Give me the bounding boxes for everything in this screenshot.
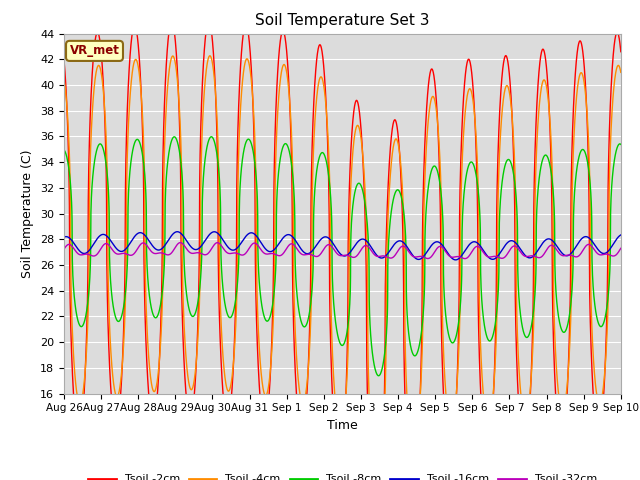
Tsoil -32cm xyxy=(406,251,414,257)
Tsoil -4cm xyxy=(617,70,625,75)
Tsoil -4cm xyxy=(206,53,214,59)
Tsoil -2cm xyxy=(617,47,625,53)
Tsoil -16cm xyxy=(617,232,625,238)
Line: Tsoil -8cm: Tsoil -8cm xyxy=(64,137,621,376)
Tsoil -2cm xyxy=(60,57,68,63)
Tsoil -8cm xyxy=(216,180,223,186)
Tsoil -2cm xyxy=(216,321,223,326)
Tsoil -16cm xyxy=(60,234,68,240)
Text: VR_met: VR_met xyxy=(70,44,120,58)
Tsoil -32cm xyxy=(617,246,625,252)
Tsoil -32cm xyxy=(461,256,468,262)
Tsoil -4cm xyxy=(407,438,415,444)
Tsoil -16cm xyxy=(406,249,414,255)
Legend: Tsoil -2cm, Tsoil -4cm, Tsoil -8cm, Tsoil -16cm, Tsoil -32cm: Tsoil -2cm, Tsoil -4cm, Tsoil -8cm, Tsoi… xyxy=(83,470,602,480)
Tsoil -4cm xyxy=(179,302,187,308)
Tsoil -8cm xyxy=(179,198,187,204)
Tsoil -32cm xyxy=(177,240,184,245)
Tsoil -8cm xyxy=(374,373,382,379)
Tsoil -2cm xyxy=(564,368,572,373)
Tsoil -8cm xyxy=(60,147,68,153)
Tsoil -16cm xyxy=(397,238,404,244)
Tsoil -8cm xyxy=(207,134,215,140)
Title: Soil Temperature Set 3: Soil Temperature Set 3 xyxy=(255,13,429,28)
Tsoil -2cm xyxy=(617,49,625,55)
Tsoil -4cm xyxy=(60,77,68,83)
Line: Tsoil -32cm: Tsoil -32cm xyxy=(64,242,621,259)
Tsoil -16cm xyxy=(564,252,572,258)
Line: Tsoil -2cm: Tsoil -2cm xyxy=(64,21,621,480)
Tsoil -4cm xyxy=(397,164,404,170)
Tsoil -8cm xyxy=(617,141,625,147)
Y-axis label: Soil Temperature (C): Soil Temperature (C) xyxy=(22,149,35,278)
Tsoil -2cm xyxy=(205,18,212,24)
Tsoil -32cm xyxy=(564,252,572,258)
Tsoil -16cm xyxy=(617,232,625,238)
Tsoil -2cm xyxy=(179,341,187,347)
Tsoil -16cm xyxy=(173,229,181,235)
Line: Tsoil -16cm: Tsoil -16cm xyxy=(64,232,621,260)
Tsoil -4cm xyxy=(617,69,625,74)
Tsoil -32cm xyxy=(216,241,223,247)
Tsoil -8cm xyxy=(397,192,404,198)
Tsoil -8cm xyxy=(564,319,572,325)
Tsoil -4cm xyxy=(216,274,223,279)
Tsoil -8cm xyxy=(407,344,415,349)
Tsoil -32cm xyxy=(60,246,68,252)
Tsoil -32cm xyxy=(180,241,188,247)
Tsoil -4cm xyxy=(373,479,381,480)
Tsoil -32cm xyxy=(617,245,625,251)
Tsoil -32cm xyxy=(397,244,404,250)
Tsoil -4cm xyxy=(564,369,572,375)
Tsoil -16cm xyxy=(452,257,460,263)
Line: Tsoil -4cm: Tsoil -4cm xyxy=(64,56,621,480)
Tsoil -8cm xyxy=(617,142,625,147)
Tsoil -16cm xyxy=(216,232,223,238)
Tsoil -2cm xyxy=(397,175,404,180)
Tsoil -16cm xyxy=(180,233,188,239)
X-axis label: Time: Time xyxy=(327,419,358,432)
